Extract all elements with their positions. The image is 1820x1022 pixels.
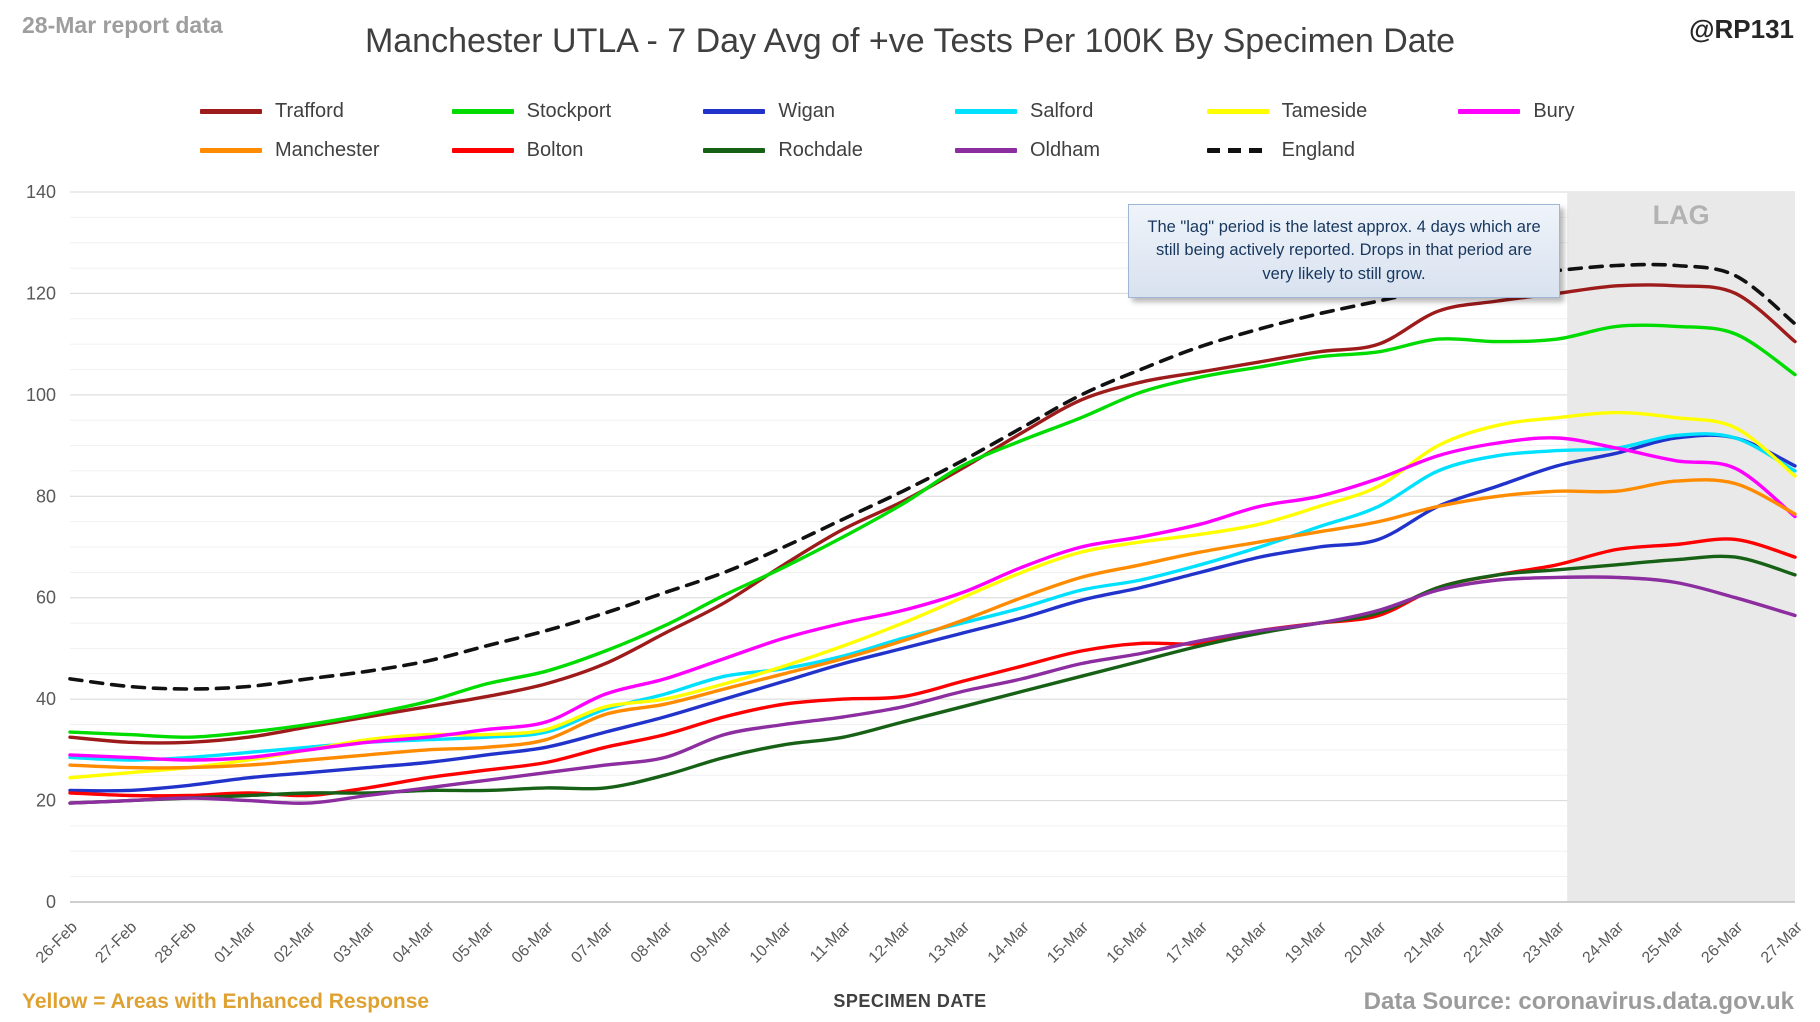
- y-axis-tick-label: 0: [46, 892, 56, 912]
- chart-title: Manchester UTLA - 7 Day Avg of +ve Tests…: [364, 22, 1456, 60]
- x-axis-tick-label: 20-Mar: [1342, 918, 1390, 966]
- legend-swatch-bolton: [451, 148, 514, 153]
- x-axis-tick-label: 12-Mar: [866, 918, 914, 966]
- legend-label-bolton: Bolton: [526, 139, 584, 161]
- x-axis-tick-label: 24-Mar: [1580, 918, 1628, 966]
- x-axis-tick-label: 11-Mar: [807, 918, 854, 965]
- x-axis-tick-label: 22-Mar: [1461, 918, 1509, 966]
- legend-swatch-stockport: [451, 109, 514, 114]
- y-axis-tick-label: 60: [36, 588, 56, 608]
- data-source: Data Source: coronavirus.data.gov.uk: [1363, 988, 1794, 1015]
- x-axis-tick-label: 21-Mar: [1401, 918, 1449, 966]
- y-axis-tick-label: 140: [26, 182, 56, 202]
- legend: Trafford Stockport Wigan Salford Tameside Bur…: [200, 100, 1710, 162]
- x-axis-tick-label: 08-Mar: [628, 918, 676, 966]
- x-axis-tick-label: 23-Mar: [1520, 918, 1568, 966]
- legend-label-salford: Salford: [1030, 100, 1094, 122]
- lag-band-label: LAG: [1653, 200, 1710, 230]
- x-axis-tick-label: 19-Mar: [1282, 918, 1330, 966]
- legend-item-manchester: Manchester: [200, 139, 452, 162]
- report-date-label: 28-Mar report data: [22, 12, 223, 38]
- enhanced-response-note: Yellow = Areas with Enhanced Response: [22, 990, 430, 1013]
- x-axis-tick-label: 27-Mar: [1758, 918, 1806, 966]
- legend-swatch-england: [1206, 148, 1269, 153]
- y-axis-tick-label: 100: [26, 385, 56, 405]
- series-line-england: [68, 262, 1797, 691]
- x-axis-tick-label: 10-Mar: [747, 918, 795, 966]
- legend-swatch-trafford: [200, 109, 262, 114]
- legend-item-stockport: Stockport: [451, 100, 704, 123]
- x-axis-tick-label: 14-Mar: [985, 918, 1033, 966]
- y-axis-tick-label: 40: [36, 689, 56, 709]
- x-axis-tick-label: 01-Mar: [211, 918, 259, 966]
- x-axis-tick-label: 02-Mar: [271, 918, 319, 966]
- x-axis-tick-label: 07-Mar: [568, 918, 616, 966]
- x-axis-tick-label: 06-Mar: [509, 918, 557, 966]
- series-line-stockport: [68, 323, 1797, 739]
- legend-label-wigan: Wigan: [778, 100, 836, 122]
- y-axis-tick-label: 120: [26, 283, 56, 303]
- legend-item-bolton: Bolton: [451, 139, 704, 162]
- x-axis-tick-label: 09-Mar: [687, 918, 735, 966]
- legend-item-rochdale: Rochdale: [703, 139, 955, 162]
- x-axis-tick-label: 26-Mar: [1698, 918, 1746, 966]
- legend-label-trafford: Trafford: [275, 100, 344, 122]
- legend-item-england: England: [1206, 139, 1459, 162]
- y-axis-tick-label: 20: [36, 791, 56, 811]
- legend-swatch-tameside: [1206, 109, 1269, 114]
- series-line-tameside: [68, 410, 1797, 780]
- legend-swatch-salford: [955, 109, 1017, 114]
- lag-annotation: The "lag" period is the latest approx. 4…: [1128, 204, 1560, 299]
- y-axis-tick-label: 80: [36, 486, 56, 506]
- legend-swatch-bury: [1458, 109, 1521, 114]
- x-axis-tick-label: 25-Mar: [1639, 918, 1687, 966]
- legend-label-tameside: Tameside: [1281, 100, 1368, 122]
- legend-label-rochdale: Rochdale: [778, 139, 863, 161]
- x-axis-tick-label: 16-Mar: [1104, 918, 1152, 966]
- legend-swatch-wigan: [703, 109, 766, 114]
- series-line-bury: [68, 436, 1797, 762]
- series-line-rochdale: [68, 554, 1797, 805]
- author-handle: @RP131: [1689, 14, 1794, 44]
- legend-item-salford: Salford: [955, 100, 1207, 123]
- series-line-manchester: [68, 478, 1797, 770]
- legend-item-oldham: Oldham: [955, 139, 1207, 162]
- x-axis-tick-label: 26-Feb: [33, 919, 81, 967]
- legend-swatch-manchester: [200, 148, 262, 153]
- x-axis-tick-label: 27-Feb: [92, 919, 140, 967]
- legend-item-wigan: Wigan: [703, 100, 955, 123]
- legend-item-bury: Bury: [1458, 100, 1710, 123]
- x-axis-tick-label: 03-Mar: [330, 918, 378, 966]
- legend-label-bury: Bury: [1533, 100, 1575, 122]
- x-axis-tick-label: 05-Mar: [449, 918, 497, 966]
- x-axis-tick-label: 28-Feb: [152, 919, 200, 967]
- x-axis-tick-label: 15-Mar: [1044, 918, 1092, 966]
- legend-swatch-rochdale: [703, 148, 766, 153]
- lag-band: [1567, 192, 1795, 902]
- legend-item-trafford: Trafford: [200, 100, 452, 123]
- x-axis-tick-label: 18-Mar: [1223, 918, 1271, 966]
- legend-label-england: England: [1281, 139, 1356, 161]
- legend-label-stockport: Stockport: [526, 100, 612, 122]
- legend-swatch-oldham: [955, 148, 1017, 153]
- legend-item-tameside: Tameside: [1206, 100, 1459, 123]
- x-axis-title: SPECIMEN DATE: [833, 991, 987, 1011]
- x-axis-tick-label: 13-Mar: [925, 918, 973, 966]
- series-line-wigan: [68, 433, 1797, 793]
- legend-label-manchester: Manchester: [275, 139, 380, 161]
- series-line-oldham: [68, 575, 1797, 805]
- x-axis-tick-label: 17-Mar: [1163, 918, 1211, 966]
- legend-label-oldham: Oldham: [1030, 139, 1101, 161]
- x-axis-tick-label: 04-Mar: [390, 918, 438, 966]
